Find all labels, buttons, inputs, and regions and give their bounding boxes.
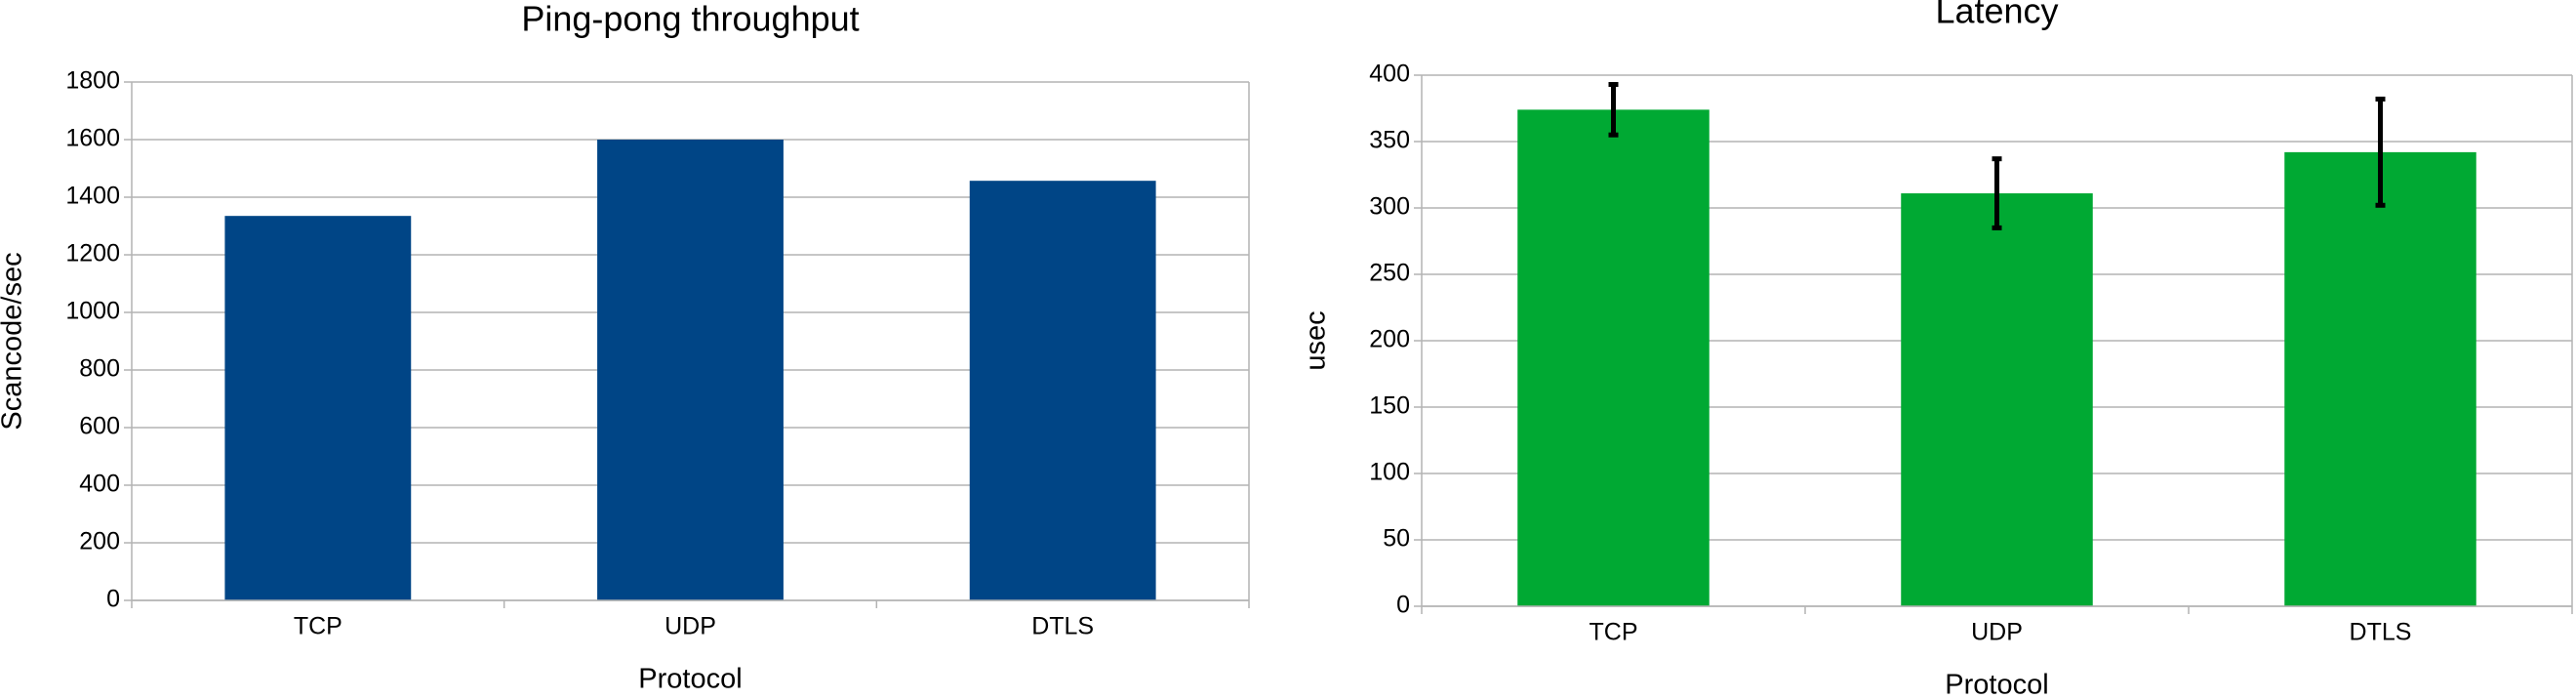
bar: [1901, 193, 2093, 607]
y-tick-label: 350: [1369, 127, 1410, 154]
x-axis-label: Protocol: [638, 664, 742, 695]
x-tick-label: UDP: [1971, 619, 2023, 646]
bar: [2284, 151, 2476, 606]
y-tick-label: 0: [1396, 592, 1410, 619]
error-bar: [1608, 82, 1619, 138]
y-tick-label: 150: [1369, 392, 1410, 420]
y-tick-label: 250: [1369, 260, 1410, 287]
y-tick-label: 50: [1383, 525, 1410, 553]
y-tick-label: 1400: [65, 183, 120, 210]
y-tick-label: 200: [1369, 326, 1410, 353]
y-tick-label: 400: [1369, 61, 1410, 88]
y-tick-label: 600: [79, 413, 120, 440]
chart-title: Latency: [1935, 0, 2058, 31]
y-tick-label: 0: [106, 586, 120, 613]
y-tick-label: 1800: [65, 67, 120, 95]
bar: [1517, 109, 1710, 607]
y-tick-label: 400: [79, 471, 120, 498]
bar: [224, 216, 412, 601]
y-tick-label: 100: [1369, 459, 1410, 486]
y-tick-label: 300: [1369, 193, 1410, 221]
error-bar: [2375, 96, 2386, 208]
x-tick-label: TCP: [1590, 619, 1638, 646]
bar: [969, 181, 1156, 600]
y-tick-label: 1000: [65, 298, 120, 325]
y-tick-label: 800: [79, 355, 120, 383]
y-axis-label: usec: [1301, 310, 1332, 370]
x-tick-label: DTLS: [1031, 613, 1094, 640]
x-tick-label: UDP: [664, 613, 716, 640]
y-tick-label: 1200: [65, 240, 120, 267]
error-bar: [1992, 156, 2002, 230]
y-tick-label: 200: [79, 528, 120, 555]
x-axis-label: Protocol: [1945, 670, 2048, 699]
x-tick-label: TCP: [294, 613, 342, 640]
bar: [597, 140, 784, 600]
y-axis-label: Scancode/sec: [0, 252, 28, 430]
y-tick-label: 1600: [65, 125, 120, 152]
x-tick-label: DTLS: [2350, 619, 2412, 646]
chart-title: Ping-pong throughput: [521, 0, 859, 39]
